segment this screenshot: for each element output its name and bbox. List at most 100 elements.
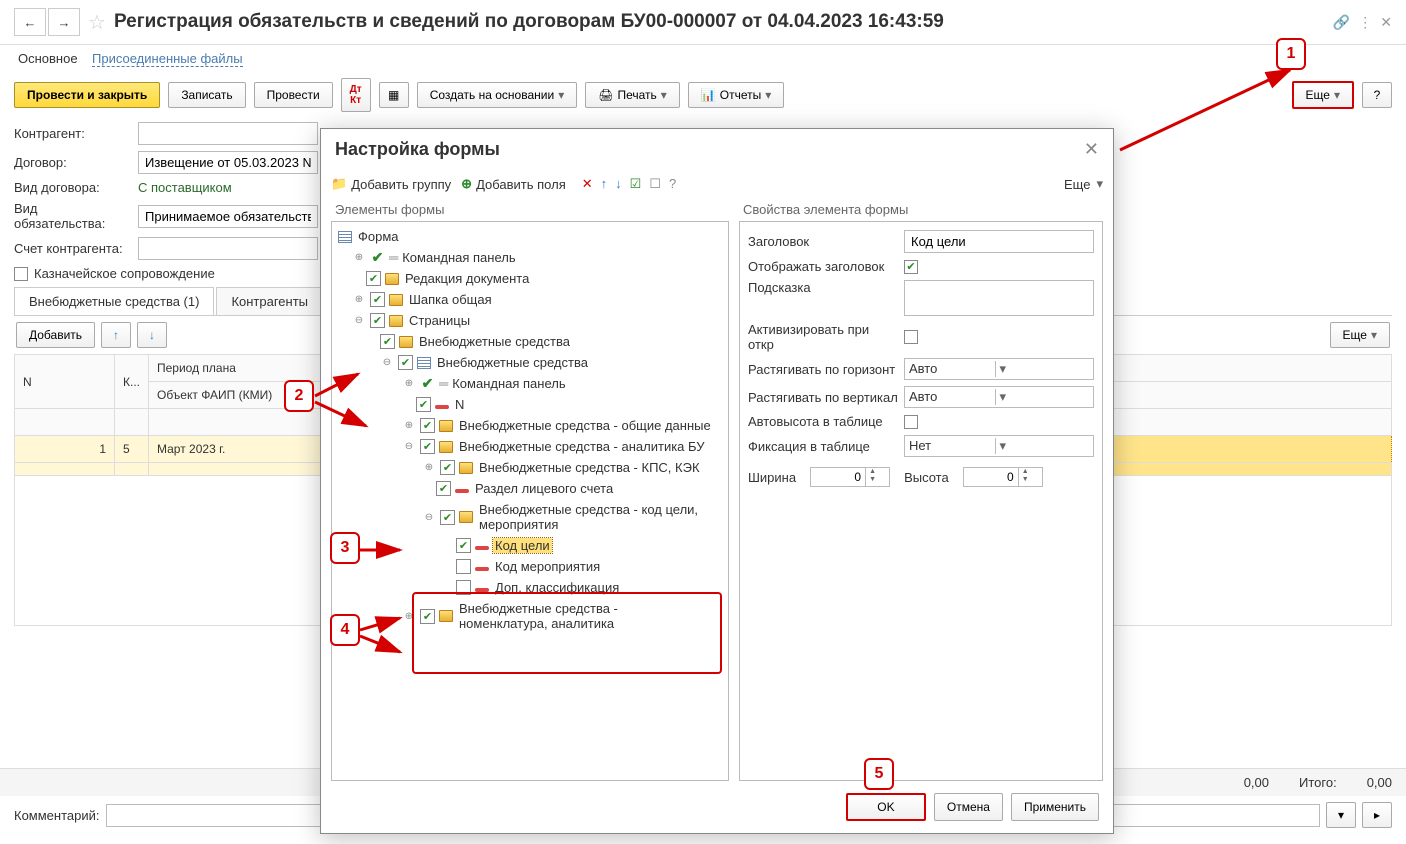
expand-icon[interactable]: ⊕ xyxy=(402,378,416,389)
down-icon[interactable]: ↓ xyxy=(615,176,622,192)
modal-close-icon[interactable]: ✕ xyxy=(1084,139,1099,160)
tree-section[interactable]: Раздел лицевого счета xyxy=(473,481,615,496)
tree-check[interactable] xyxy=(440,510,455,525)
uncheck-all-icon[interactable]: ☐ xyxy=(649,176,661,192)
tree-check[interactable] xyxy=(420,418,435,433)
tree-check[interactable] xyxy=(370,313,385,328)
tree-kps[interactable]: Внебюджетные средства - КПС, КЭК xyxy=(477,460,702,475)
expand-icon[interactable]: ⊖ xyxy=(380,357,394,368)
tree-cmd-panel[interactable]: Командная панель xyxy=(400,250,517,265)
cell-k[interactable]: 5 xyxy=(115,436,149,463)
tree-common[interactable]: Внебюджетные средства - общие данные xyxy=(457,418,713,433)
expand-icon[interactable]: ⊕ xyxy=(402,611,416,622)
tree-check[interactable] xyxy=(440,460,455,475)
post-and-close-button[interactable]: Провести и закрыть xyxy=(14,82,160,108)
tab-offbudget[interactable]: Внебюджетные средства (1) xyxy=(14,287,214,315)
account-input[interactable] xyxy=(138,237,318,260)
link-icon[interactable]: 🔗 xyxy=(1333,14,1350,31)
expand-icon[interactable]: ⊖ xyxy=(402,441,416,452)
move-down-button[interactable]: ↓ xyxy=(137,322,167,348)
tree-target-code[interactable]: Код цели xyxy=(493,538,552,553)
expand-icon[interactable]: ⊕ xyxy=(402,420,416,431)
tab-counterparties[interactable]: Контрагенты xyxy=(216,287,323,315)
check-all-icon[interactable]: ☑ xyxy=(630,176,642,192)
more-button[interactable]: Еще ▾ xyxy=(1292,81,1354,109)
prop-fix-select[interactable]: Нет▾ xyxy=(904,435,1094,457)
add-fields-button[interactable]: ⊕Добавить поля xyxy=(461,176,566,192)
cell-n[interactable]: 1 xyxy=(15,436,115,463)
print-button[interactable]: 🖨 Печать ▾ xyxy=(585,82,680,108)
prop-stretch-v-select[interactable]: Авто▾ xyxy=(904,386,1094,408)
up-icon[interactable]: ↑ xyxy=(601,176,608,192)
prop-title-input[interactable] xyxy=(904,230,1094,253)
tree-form[interactable]: Форма xyxy=(356,229,401,244)
responsible-open[interactable]: ▸ xyxy=(1362,802,1392,828)
save-button[interactable]: Записать xyxy=(168,82,245,108)
cancel-button[interactable]: Отмена xyxy=(934,793,1003,821)
close-icon[interactable]: ✕ xyxy=(1380,14,1392,31)
treasury-checkbox[interactable] xyxy=(14,267,28,281)
tree-nomenclature[interactable]: Внебюджетные средства - номенклатура, ан… xyxy=(457,601,687,631)
expand-icon[interactable]: ⊕ xyxy=(422,462,436,473)
delete-icon[interactable]: ✕ xyxy=(582,176,593,192)
tree-check[interactable] xyxy=(456,559,471,574)
responsible-dropdown[interactable]: ▾ xyxy=(1326,802,1356,828)
dtkt-icon[interactable]: ДтКт xyxy=(341,78,371,112)
reports-button[interactable]: 📊 Отчеты ▾ xyxy=(688,82,784,108)
help-button[interactable]: ? xyxy=(1362,82,1392,108)
document-icon[interactable]: ▦ xyxy=(379,82,409,108)
tree-col-n[interactable]: N xyxy=(453,397,466,412)
prop-activate-checkbox[interactable] xyxy=(904,330,918,344)
post-button[interactable]: Провести xyxy=(254,82,333,108)
tree-check[interactable] xyxy=(456,538,471,553)
tree-check[interactable] xyxy=(366,271,381,286)
prop-width-spinner[interactable]: ▲▼ xyxy=(810,467,890,487)
prop-height-spinner[interactable]: ▲▼ xyxy=(963,467,1043,487)
tree-offbudget-table[interactable]: Внебюджетные средства xyxy=(435,355,590,370)
contract-input[interactable] xyxy=(138,151,318,174)
tree-check[interactable] xyxy=(420,439,435,454)
tree-check[interactable] xyxy=(456,580,471,595)
modal-help-icon[interactable]: ? xyxy=(669,176,676,192)
tree-analytics[interactable]: Внебюджетные средства - аналитика БУ xyxy=(457,439,707,454)
tree-check[interactable] xyxy=(416,397,431,412)
add-row-button[interactable]: Добавить xyxy=(16,322,95,348)
expand-icon[interactable]: ⊖ xyxy=(422,512,436,523)
tree-extra-class[interactable]: Доп. классификация xyxy=(493,580,621,595)
counterparty-input[interactable] xyxy=(138,122,318,145)
tree-edition[interactable]: Редакция документа xyxy=(403,271,531,286)
menu-icon[interactable]: ⋮ xyxy=(1358,14,1372,31)
expand-icon[interactable]: ⊕ xyxy=(352,252,366,263)
tree-check[interactable] xyxy=(420,609,435,624)
prop-stretch-h-select[interactable]: Авто▾ xyxy=(904,358,1094,380)
tree-cmd-panel2[interactable]: Командная панель xyxy=(450,376,567,391)
prop-autoheight-checkbox[interactable] xyxy=(904,415,918,429)
tree-event-code[interactable]: Код мероприятия xyxy=(493,559,602,574)
apply-button[interactable]: Применить xyxy=(1011,793,1099,821)
tree-pages[interactable]: Страницы xyxy=(407,313,472,328)
tree-offbudget-page[interactable]: Внебюджетные средства xyxy=(417,334,572,349)
add-group-button[interactable]: 📁Добавить группу xyxy=(331,176,451,192)
tree-check[interactable] xyxy=(436,481,451,496)
nav-main[interactable]: Основное xyxy=(18,51,78,66)
create-based-button[interactable]: Создать на основании ▾ xyxy=(417,82,578,108)
ok-button[interactable]: OK xyxy=(846,793,926,821)
expand-icon[interactable]: ⊕ xyxy=(352,294,366,305)
prop-showtitle-checkbox[interactable] xyxy=(904,260,918,274)
treasury-label: Казначейское сопровождение xyxy=(34,266,215,281)
nav-forward[interactable]: → xyxy=(48,8,80,36)
expand-icon[interactable]: ⊖ xyxy=(352,315,366,326)
modal-more-button[interactable]: Еще xyxy=(1064,177,1090,192)
tree-check[interactable] xyxy=(380,334,395,349)
tree-check[interactable] xyxy=(398,355,413,370)
move-up-button[interactable]: ↑ xyxy=(101,322,131,348)
tree-target-group[interactable]: Внебюджетные средства - код цели, меропр… xyxy=(477,502,707,532)
prop-hint-input[interactable] xyxy=(904,280,1094,316)
nav-attached-files[interactable]: Присоединенные файлы xyxy=(92,51,243,67)
favorite-star-icon[interactable]: ☆ xyxy=(88,10,106,35)
tree-check[interactable] xyxy=(370,292,385,307)
nav-back[interactable]: ← xyxy=(14,8,46,36)
obligation-input[interactable] xyxy=(138,205,318,228)
table-more-button[interactable]: Еще ▾ xyxy=(1330,322,1390,348)
tree-header[interactable]: Шапка общая xyxy=(407,292,494,307)
